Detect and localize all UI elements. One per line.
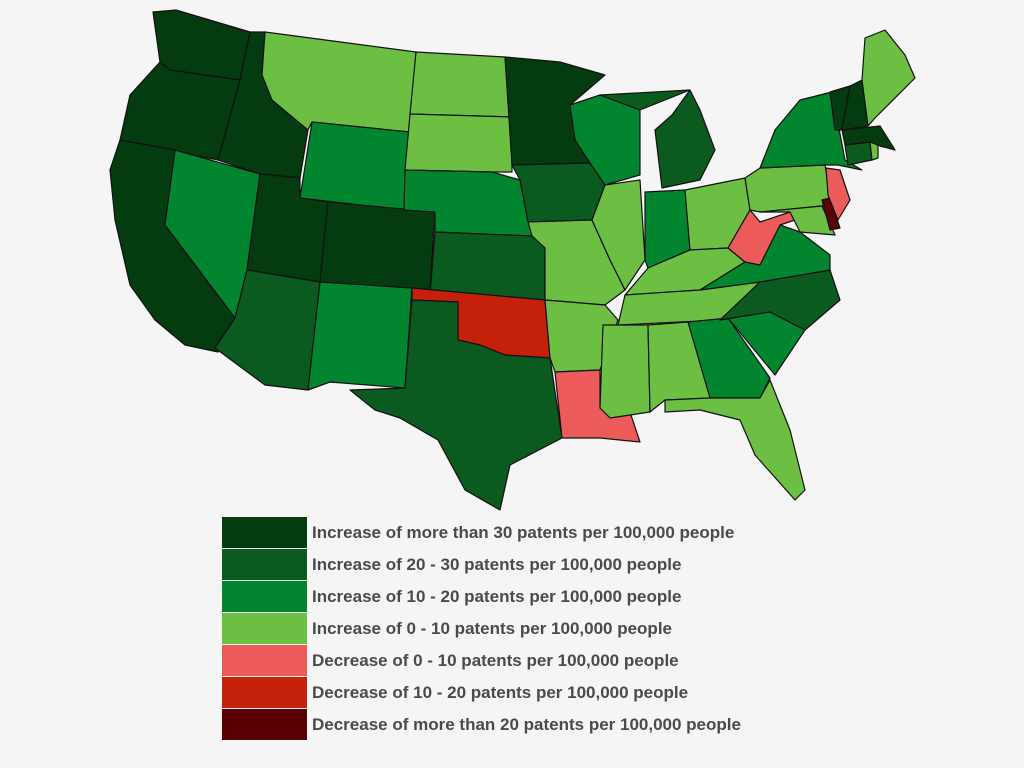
legend-swatch <box>222 549 307 580</box>
legend-item: Decrease of 10 - 20 patents per 100,000 … <box>222 677 741 709</box>
state-connecticut <box>844 141 873 166</box>
state-north-dakota <box>409 51 513 118</box>
legend-swatch <box>222 677 307 708</box>
state-texas <box>349 299 563 511</box>
state-new-jersey <box>825 167 851 221</box>
state-illinois <box>591 179 646 291</box>
state-florida <box>664 379 806 501</box>
state-louisiana <box>554 369 641 443</box>
legend-swatch <box>222 581 307 612</box>
legend-item: Decrease of 0 - 10 patents per 100,000 p… <box>222 645 741 677</box>
state-massachusetts <box>841 125 896 151</box>
legend-label: Decrease of 0 - 10 patents per 100,000 p… <box>312 651 679 670</box>
legend-label: Increase of 10 - 20 patents per 100,000 … <box>312 587 682 606</box>
legend-item: Increase of more than 30 patents per 100… <box>222 517 741 549</box>
state-delaware <box>821 197 841 231</box>
state-iowa <box>511 162 606 223</box>
map-legend: Increase of more than 30 patents per 100… <box>222 517 741 741</box>
state-pennsylvania <box>744 164 833 213</box>
legend-item: Increase of 20 - 30 patents per 100,000 … <box>222 549 741 581</box>
state-colorado <box>319 201 436 293</box>
state-maine <box>861 29 916 127</box>
state-wyoming <box>299 121 411 211</box>
legend-item: Increase of 10 - 20 patents per 100,000 … <box>222 581 741 613</box>
legend-label: Increase of 0 - 10 patents per 100,000 p… <box>312 619 672 638</box>
state-new-york <box>759 91 863 171</box>
state-michigan <box>599 89 716 189</box>
legend-label: Decrease of more than 20 patents per 100… <box>312 715 741 734</box>
state-new-mexico <box>307 281 413 391</box>
legend-label: Increase of more than 30 patents per 100… <box>312 523 735 542</box>
legend-label: Increase of 20 - 30 patents per 100,000 … <box>312 555 682 574</box>
us-states-map <box>109 9 916 511</box>
state-maryland <box>759 205 836 236</box>
legend-swatch <box>222 613 307 644</box>
legend-item: Decrease of more than 20 patents per 100… <box>222 709 741 741</box>
state-south-dakota <box>404 113 513 173</box>
legend-label: Decrease of 10 - 20 patents per 100,000 … <box>312 683 689 702</box>
legend-swatch <box>222 517 307 548</box>
state-mississippi <box>599 324 651 419</box>
legend-swatch <box>222 645 307 676</box>
legend-item: Increase of 0 - 10 patents per 100,000 p… <box>222 613 741 645</box>
state-kansas <box>429 231 546 301</box>
legend-swatch <box>222 709 307 740</box>
